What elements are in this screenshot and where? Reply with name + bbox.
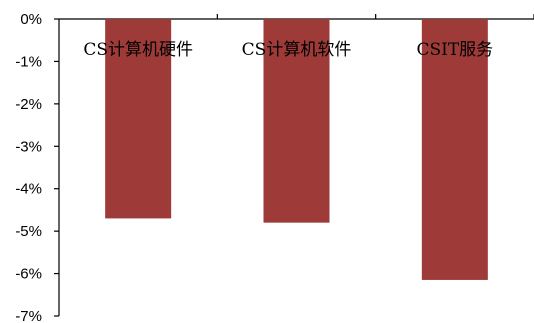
- category-label: CSIT服务: [416, 40, 493, 60]
- category-label: CS计算机软件: [242, 40, 352, 60]
- category-label: CS计算机硬件: [83, 40, 193, 60]
- bar: [105, 19, 172, 219]
- bar: [263, 19, 330, 223]
- y-tick-label: -1%: [15, 53, 42, 70]
- bars: [105, 19, 488, 280]
- y-tick-label: -4%: [15, 181, 42, 198]
- y-tick-label: 0%: [20, 11, 42, 28]
- y-tick-label: -5%: [15, 223, 42, 240]
- y-tick-label: -6%: [15, 266, 42, 283]
- bar: [421, 19, 488, 280]
- category-labels: CS计算机硬件 CS计算机软件 CSIT服务: [83, 40, 493, 60]
- y-tick-label: -7%: [15, 308, 42, 323]
- y-tick-label: -3%: [15, 138, 42, 155]
- y-tick-label: -2%: [15, 96, 42, 113]
